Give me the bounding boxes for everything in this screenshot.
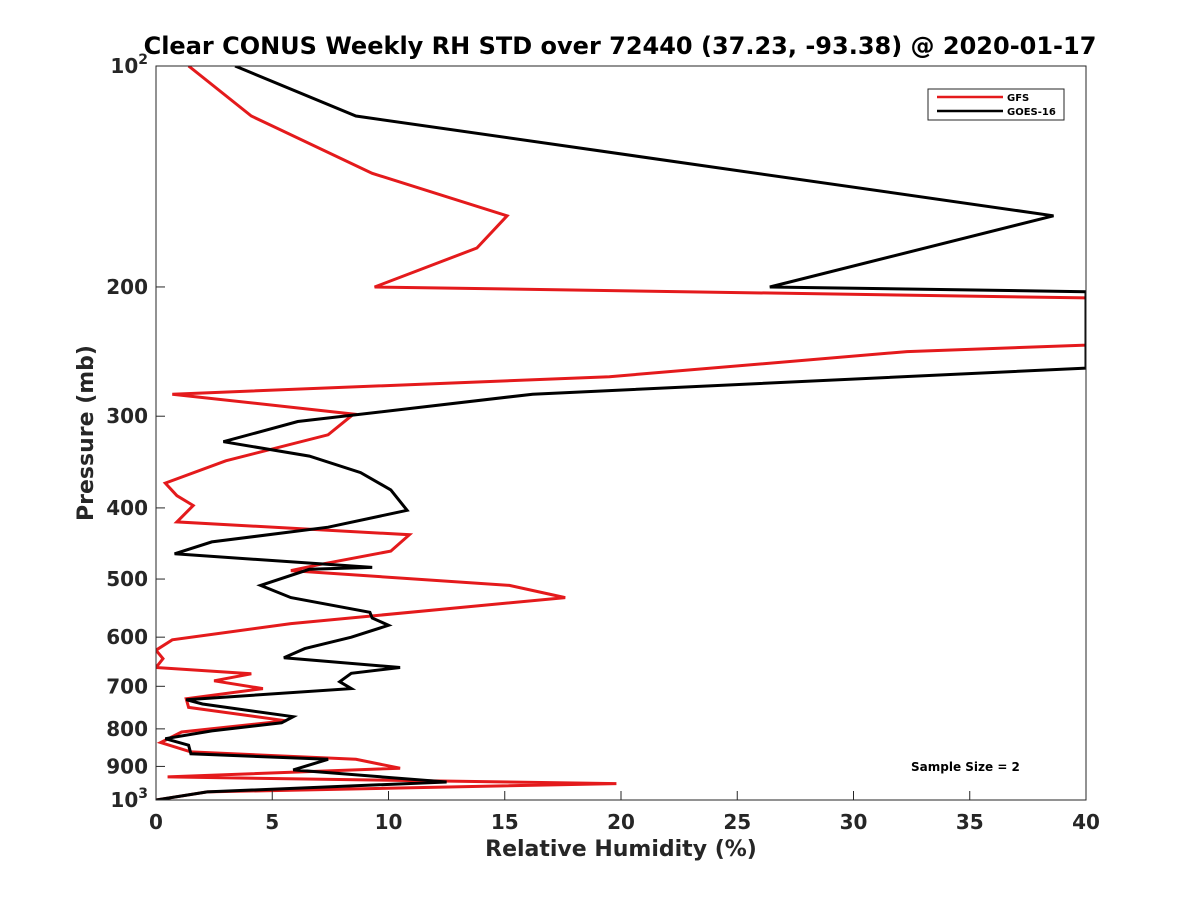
y-tick-label: 700 (106, 674, 148, 698)
legend: GFS GOES-16 (927, 88, 1065, 121)
x-tick-label: 10 (375, 810, 403, 834)
sample-size-annotation: Sample Size = 2 (911, 760, 1020, 774)
chart-title: Clear CONUS Weekly RH STD over 72440 (37… (144, 32, 1097, 60)
y-tick-label: 102 (110, 52, 148, 78)
y-tick-label: 103 (110, 786, 148, 812)
y-tick-label: 600 (106, 625, 148, 649)
x-axis: 0 5 10 15 20 25 30 35 40 (149, 791, 1100, 834)
y-tick-label: 900 (106, 754, 148, 778)
plot-frame (155, 65, 1087, 801)
y-tick-label: 800 (106, 717, 148, 741)
y-axis: 102 200 300 400 500 600 700 800 900 103 (106, 52, 165, 812)
y-tick-label: 300 (106, 404, 148, 428)
x-tick-label: 5 (265, 810, 279, 834)
y-tick-label: 200 (106, 275, 148, 299)
x-tick-label: 15 (491, 810, 519, 834)
x-tick-label: 30 (840, 810, 868, 834)
y-axis-label: Pressure (mb) (74, 345, 99, 521)
x-tick-label: 35 (956, 810, 984, 834)
series-line-goes-16 (156, 66, 1086, 800)
x-tick-label: 0 (149, 810, 163, 834)
series-line-gfs (156, 66, 1086, 800)
x-tick-label: 20 (607, 810, 635, 834)
plot-area (156, 66, 1086, 800)
legend-label-goes-16: GOES-16 (1007, 107, 1056, 118)
x-tick-label: 25 (723, 810, 751, 834)
legend-box (927, 88, 1065, 121)
x-axis-label: Relative Humidity (%) (485, 837, 757, 862)
x-tick-label: 40 (1072, 810, 1100, 834)
y-tick-label: 400 (106, 496, 148, 520)
legend-label-gfs: GFS (1007, 93, 1029, 104)
y-tick-label: 500 (106, 567, 148, 591)
